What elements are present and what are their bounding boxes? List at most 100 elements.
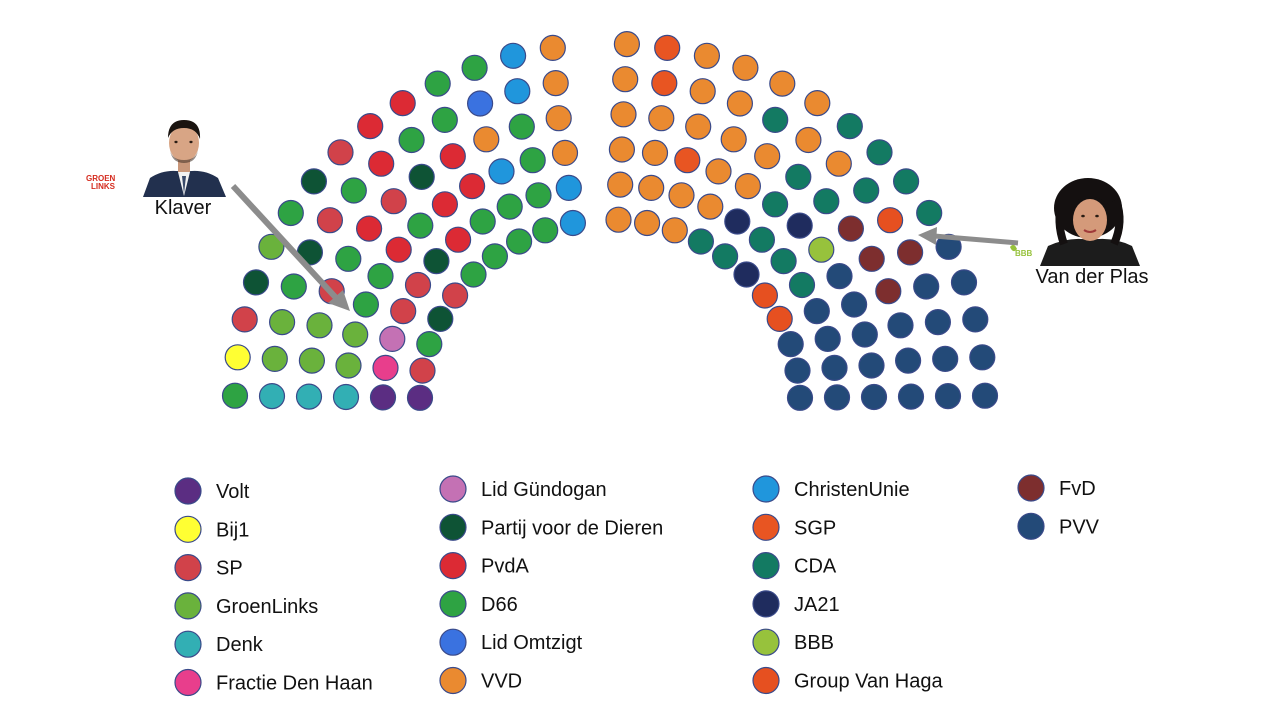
- seat-pvv: [784, 357, 811, 384]
- seat-d66: [424, 70, 451, 97]
- seat-sp: [231, 306, 258, 333]
- seat-pvv: [913, 273, 940, 300]
- seat-groenlinks: [261, 345, 288, 372]
- arrow-klaver-head: [328, 290, 350, 311]
- legend-swatch-volt: [174, 477, 202, 505]
- seat-pvv: [851, 321, 878, 348]
- seat-denk: [258, 383, 286, 410]
- seat-cda: [770, 248, 797, 275]
- legend-item-pvda: PvdA: [439, 551, 529, 580]
- seat-pvv: [814, 325, 841, 352]
- seat-vvd: [638, 174, 665, 201]
- seat-volt: [369, 384, 397, 411]
- legend-swatch-fvd: [1017, 474, 1045, 502]
- seat-d66: [407, 212, 434, 239]
- seat-d66: [525, 182, 552, 209]
- legend-item-lid-g-ndogan: Lid Gündogan: [439, 475, 607, 503]
- seat-bbb: [808, 236, 835, 263]
- legend-item-ja21: JA21: [752, 590, 840, 618]
- seat-partij-voor-de-dieren: [423, 248, 450, 275]
- seat-d66: [352, 291, 379, 318]
- seat-cda: [892, 168, 920, 195]
- seat-groenlinks: [335, 352, 362, 379]
- seat-cda: [853, 177, 880, 204]
- seat-partij-voor-de-dieren: [408, 163, 435, 190]
- legend-swatch-christenunie: [752, 475, 780, 503]
- groenlinks-logo: GROEN LINKS: [86, 174, 116, 191]
- seat-vvd: [668, 182, 695, 209]
- legend-label-pvv: PVV: [1059, 516, 1100, 538]
- bbb-logo: BBB: [1010, 244, 1033, 258]
- seat-vvd: [605, 206, 632, 233]
- seat-sgp: [654, 34, 681, 62]
- seat-lid-g-ndogan: [379, 325, 406, 352]
- seat-vvd: [705, 158, 732, 185]
- seat-vvd: [795, 126, 822, 154]
- seat-pvv: [823, 384, 851, 411]
- seat-groenlinks: [298, 347, 325, 374]
- legend-item-group-van-haga: Group Van Haga: [752, 666, 943, 695]
- seat-pvv: [826, 263, 853, 290]
- seat-d66: [460, 261, 487, 288]
- label-klaver: Klaver: [155, 197, 212, 219]
- arrow-klaver: [230, 183, 341, 303]
- seat-pvv: [777, 331, 804, 358]
- legend-swatch-partij-voor-de-dieren: [439, 513, 467, 541]
- seat-groenlinks: [269, 309, 296, 336]
- seat-cda: [916, 199, 943, 227]
- seat-christenunie: [559, 209, 587, 237]
- seat-groenlinks: [306, 312, 333, 339]
- seat-vvd: [542, 69, 569, 97]
- seat-d66: [280, 273, 307, 300]
- seat-cda: [785, 163, 812, 190]
- seat-group-van-haga: [876, 207, 904, 234]
- seat-ja21: [724, 208, 751, 235]
- seat-vvd: [804, 89, 831, 117]
- svg-text:BBB: BBB: [1015, 249, 1033, 258]
- seat-vvd: [825, 150, 852, 177]
- seat-pvda: [368, 150, 395, 177]
- seat-d66: [431, 106, 458, 134]
- legend-swatch-lid-omtzigt: [439, 628, 467, 656]
- seat-pvda: [459, 173, 486, 200]
- seat-pvv: [962, 306, 989, 333]
- seat-pvv: [971, 382, 999, 409]
- seat-vvd: [732, 54, 759, 81]
- seat-cda: [836, 112, 863, 140]
- legend-swatch-lid-g-ndogan: [439, 475, 467, 503]
- legend-label-sp: SP: [216, 558, 243, 580]
- seat-fvd: [896, 239, 924, 266]
- seat-fvd: [858, 245, 885, 272]
- legend-label-christenunie: ChristenUnie: [794, 479, 910, 501]
- seat-volt: [406, 384, 434, 411]
- seat-pvv: [786, 384, 814, 411]
- legend-swatch-vvd: [439, 666, 467, 695]
- seat-sp: [380, 188, 407, 215]
- seat-ja21: [786, 212, 813, 239]
- seat-vvd: [539, 34, 566, 62]
- seat-cda: [813, 188, 840, 215]
- seat-fvd: [875, 278, 902, 305]
- legend-label-volt: Volt: [216, 481, 250, 503]
- seat-vvd: [769, 70, 796, 97]
- seat-christenunie: [488, 158, 515, 185]
- annotation-klaver: GROEN LINKS Klaver: [86, 115, 350, 311]
- seat-vvd: [648, 105, 675, 132]
- seat-vvd: [689, 78, 716, 105]
- seat-d66: [340, 177, 367, 204]
- seat-vvd: [633, 209, 661, 237]
- seat-pvv: [934, 383, 962, 410]
- legend-item-pvv: PVV: [1017, 512, 1100, 540]
- seat-vvd: [685, 113, 712, 140]
- seat-d66: [416, 331, 443, 358]
- seat-d66: [496, 193, 523, 220]
- seat-partij-voor-de-dieren: [427, 305, 454, 332]
- legend-label-lid-g-ndogan: Lid Gündogan: [481, 479, 607, 501]
- seat-pvda: [357, 112, 384, 140]
- seat-d66: [277, 199, 304, 227]
- seat-partij-voor-de-dieren: [300, 168, 327, 195]
- seat-vvd: [607, 171, 634, 198]
- seat-vvd: [754, 143, 781, 170]
- seat-d66: [481, 243, 508, 270]
